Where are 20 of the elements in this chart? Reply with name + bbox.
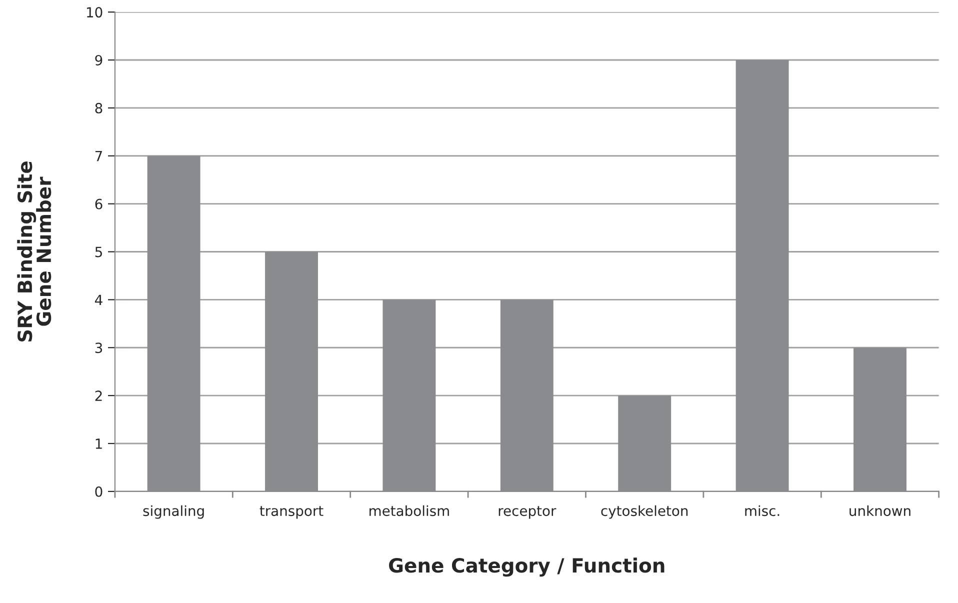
y-tick-label: 10: [87, 7, 102, 18]
y-tick-label: 6: [95, 198, 102, 210]
x-tick-label: unknown: [850, 505, 910, 516]
x-tick-label: signaling: [143, 505, 204, 519]
y-tick-label: 7: [95, 151, 102, 162]
y-tick-label: 0: [95, 486, 102, 497]
y-tick-label: 3: [95, 342, 102, 354]
x-tick-label: receptor: [498, 506, 556, 519]
y-tick-label: 8: [95, 102, 102, 114]
x-tick-label: metabolism: [370, 505, 449, 516]
x-tick-label: misc.: [745, 505, 780, 516]
x-axis-title: Gene Category / Function: [389, 558, 664, 577]
x-tick-label: transport: [260, 506, 324, 519]
y-tick-label: 4: [94, 294, 102, 305]
y-tick-label: 9: [95, 54, 102, 66]
y-axis-title: SRY Binding Site Gene Number: [17, 162, 52, 342]
y-tick-label: 1: [96, 438, 102, 449]
y-tick-label: 2: [95, 390, 102, 401]
x-tick-label: cytoskeleton: [601, 505, 688, 519]
y-tick-label: 5: [95, 246, 102, 258]
